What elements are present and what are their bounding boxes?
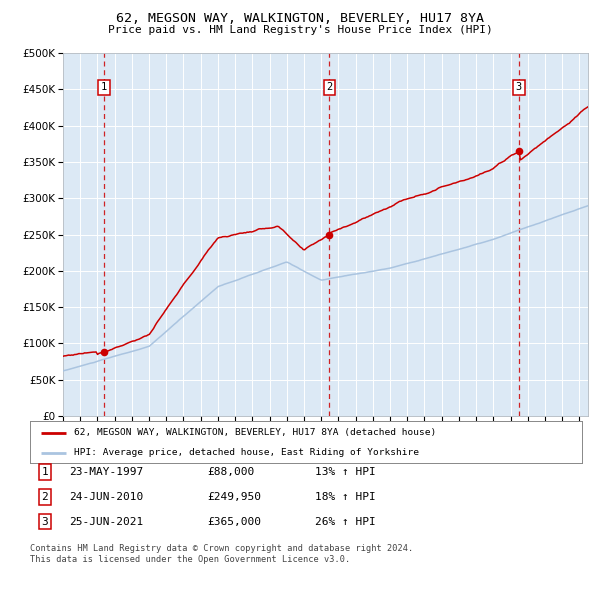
- Text: 3: 3: [515, 82, 522, 92]
- Text: 62, MEGSON WAY, WALKINGTON, BEVERLEY, HU17 8YA (detached house): 62, MEGSON WAY, WALKINGTON, BEVERLEY, HU…: [74, 428, 436, 437]
- Text: 2: 2: [326, 82, 332, 92]
- Text: Price paid vs. HM Land Registry's House Price Index (HPI): Price paid vs. HM Land Registry's House …: [107, 25, 493, 35]
- Text: 1: 1: [101, 82, 107, 92]
- Text: 23-MAY-1997: 23-MAY-1997: [69, 467, 143, 477]
- Text: 26% ↑ HPI: 26% ↑ HPI: [315, 517, 376, 526]
- Text: £249,950: £249,950: [207, 492, 261, 502]
- Text: 25-JUN-2021: 25-JUN-2021: [69, 517, 143, 526]
- Text: Contains HM Land Registry data © Crown copyright and database right 2024.: Contains HM Land Registry data © Crown c…: [30, 545, 413, 553]
- Text: £88,000: £88,000: [207, 467, 254, 477]
- Text: 1: 1: [41, 467, 49, 477]
- Text: This data is licensed under the Open Government Licence v3.0.: This data is licensed under the Open Gov…: [30, 555, 350, 564]
- Text: HPI: Average price, detached house, East Riding of Yorkshire: HPI: Average price, detached house, East…: [74, 448, 419, 457]
- Text: £365,000: £365,000: [207, 517, 261, 526]
- Text: 18% ↑ HPI: 18% ↑ HPI: [315, 492, 376, 502]
- Text: 62, MEGSON WAY, WALKINGTON, BEVERLEY, HU17 8YA: 62, MEGSON WAY, WALKINGTON, BEVERLEY, HU…: [116, 12, 484, 25]
- Text: 3: 3: [41, 517, 49, 526]
- Text: 13% ↑ HPI: 13% ↑ HPI: [315, 467, 376, 477]
- Text: 24-JUN-2010: 24-JUN-2010: [69, 492, 143, 502]
- Text: 2: 2: [41, 492, 49, 502]
